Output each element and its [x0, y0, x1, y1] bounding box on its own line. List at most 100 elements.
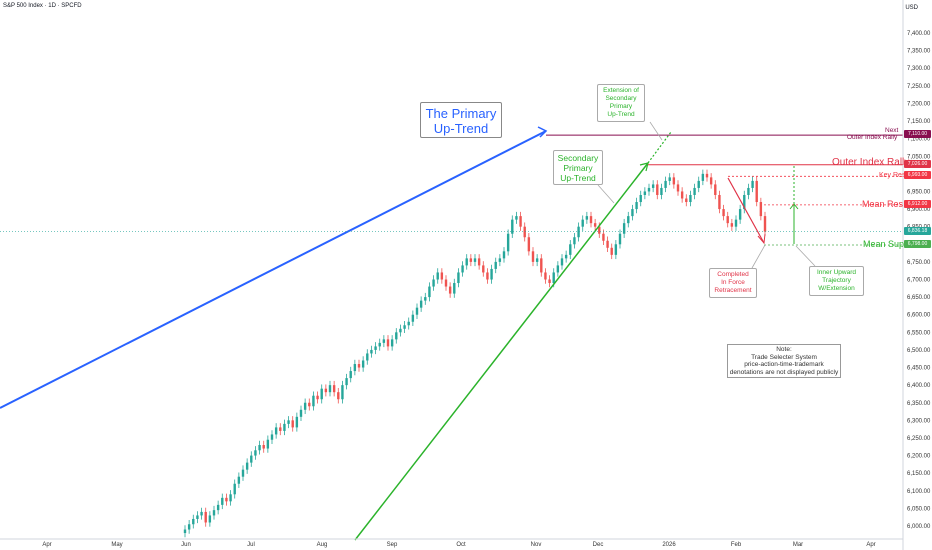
candle-body: [494, 261, 497, 269]
candle-body: [283, 423, 286, 431]
candle-body: [270, 434, 274, 440]
candle-body: [299, 409, 303, 417]
candle-body: [366, 353, 369, 361]
candle-body: [734, 219, 738, 227]
candle-body: [639, 194, 642, 203]
y-tick-label: 6,650.00: [907, 295, 931, 301]
price-levels: [0, 121, 903, 269]
candle-body: [411, 314, 415, 322]
candle-body: [183, 529, 187, 534]
x-tick-label: 2026: [662, 542, 676, 548]
extension-callout: Extension of Secondary Primary Up-Trend: [597, 84, 645, 122]
y-tick-label: 6,750.00: [907, 260, 931, 266]
candle-body: [664, 180, 667, 188]
y-tick-label: 6,250.00: [907, 436, 931, 442]
candle-body: [589, 216, 593, 224]
outer-label: Outer Index Rally: [832, 157, 910, 168]
candle-body: [457, 272, 460, 284]
candle-body: [593, 223, 597, 227]
candle-body: [262, 445, 265, 449]
y-tick-label: 7,050.00: [907, 154, 931, 160]
x-tick-label: Jul: [247, 542, 255, 548]
completed-pointer: [751, 244, 766, 269]
y-tick-label: 6,500.00: [907, 348, 931, 354]
trend-lines: [0, 126, 799, 541]
x-tick-label: Dec: [593, 542, 604, 548]
symbol-title: S&P 500 Index · 1D · SPCFD: [3, 3, 82, 9]
candle-body: [303, 402, 307, 410]
completed-retracement-callout: Completed In Force Retracement: [709, 268, 757, 298]
y-tick-label: 7,250.00: [907, 84, 931, 90]
candle-body: [560, 258, 564, 266]
price-tag-outer: 7,026.00: [904, 160, 931, 168]
candle-body: [287, 420, 290, 424]
y-tick-label: 6,200.00: [907, 454, 931, 460]
y-tick-label: 6,050.00: [907, 506, 931, 512]
candle-body: [337, 392, 340, 400]
candle-body: [308, 402, 311, 407]
candle-body: [477, 258, 481, 266]
candle-body: [722, 209, 725, 217]
candle-body: [473, 258, 477, 262]
candle-body: [341, 385, 344, 400]
extension-line: [647, 131, 672, 164]
candle-body: [448, 286, 452, 294]
candle-body: [689, 194, 692, 203]
candle-body: [751, 180, 754, 188]
candle-body: [324, 388, 328, 393]
x-tick-label: May: [111, 542, 122, 548]
candle-body: [192, 518, 195, 525]
candle-body: [738, 209, 742, 220]
y-tick-label: 6,150.00: [907, 471, 931, 477]
candle-body: [693, 187, 696, 195]
price-tag-mean-sup: 6,798.00: [904, 240, 931, 248]
candle-body: [755, 180, 758, 203]
candle-body: [212, 510, 216, 516]
secondary-pointer: [597, 184, 615, 204]
retracement-arrow: [757, 233, 766, 245]
candle-body: [610, 247, 613, 255]
candle-body: [531, 251, 535, 262]
next-label: Next: [885, 127, 899, 134]
candle-body: [424, 297, 427, 301]
y-tick-label: 7,150.00: [907, 119, 931, 125]
x-tick-label: Apr: [42, 542, 51, 548]
candle-body: [415, 307, 419, 315]
y-tick-label: 7,200.00: [907, 101, 931, 107]
candle-body: [345, 378, 348, 386]
candle-body: [747, 187, 750, 195]
x-tick-label: Nov: [531, 542, 542, 548]
candle-body: [258, 445, 261, 451]
candle-body: [332, 385, 336, 393]
candle-body: [672, 177, 676, 185]
inner-trajectory-label: Inner Upward Trajectory W/Extension: [816, 269, 857, 292]
candle-body: [743, 194, 746, 210]
candle-body: [382, 339, 386, 343]
y-tick-label: 6,600.00: [907, 313, 931, 319]
candle-body: [403, 325, 406, 329]
x-tick-label: Apr: [866, 542, 875, 548]
candle-body: [643, 191, 647, 195]
candle-body: [187, 524, 191, 530]
candle-body: [544, 272, 547, 280]
candle-body: [635, 202, 638, 210]
candle-body: [718, 194, 721, 210]
candle-body: [221, 497, 224, 505]
candle-body: [714, 184, 717, 195]
candle-body: [353, 364, 357, 372]
candle-body: [399, 328, 402, 333]
candle-body: [573, 237, 576, 245]
y-tick-label: 6,000.00: [907, 524, 931, 530]
candle-body: [569, 244, 572, 255]
candles: [183, 169, 767, 538]
candle-body: [660, 187, 663, 195]
candle-body: [390, 339, 394, 347]
inner-pointer: [795, 245, 816, 267]
candle-body: [585, 216, 589, 220]
candle-body: [428, 286, 431, 298]
price-tag-mean-res: 6,912.00: [904, 200, 931, 208]
note-text: Note: Trade Selecter System price-action…: [729, 346, 839, 376]
candle-body: [279, 427, 282, 431]
x-tick-label: Jun: [181, 542, 191, 548]
